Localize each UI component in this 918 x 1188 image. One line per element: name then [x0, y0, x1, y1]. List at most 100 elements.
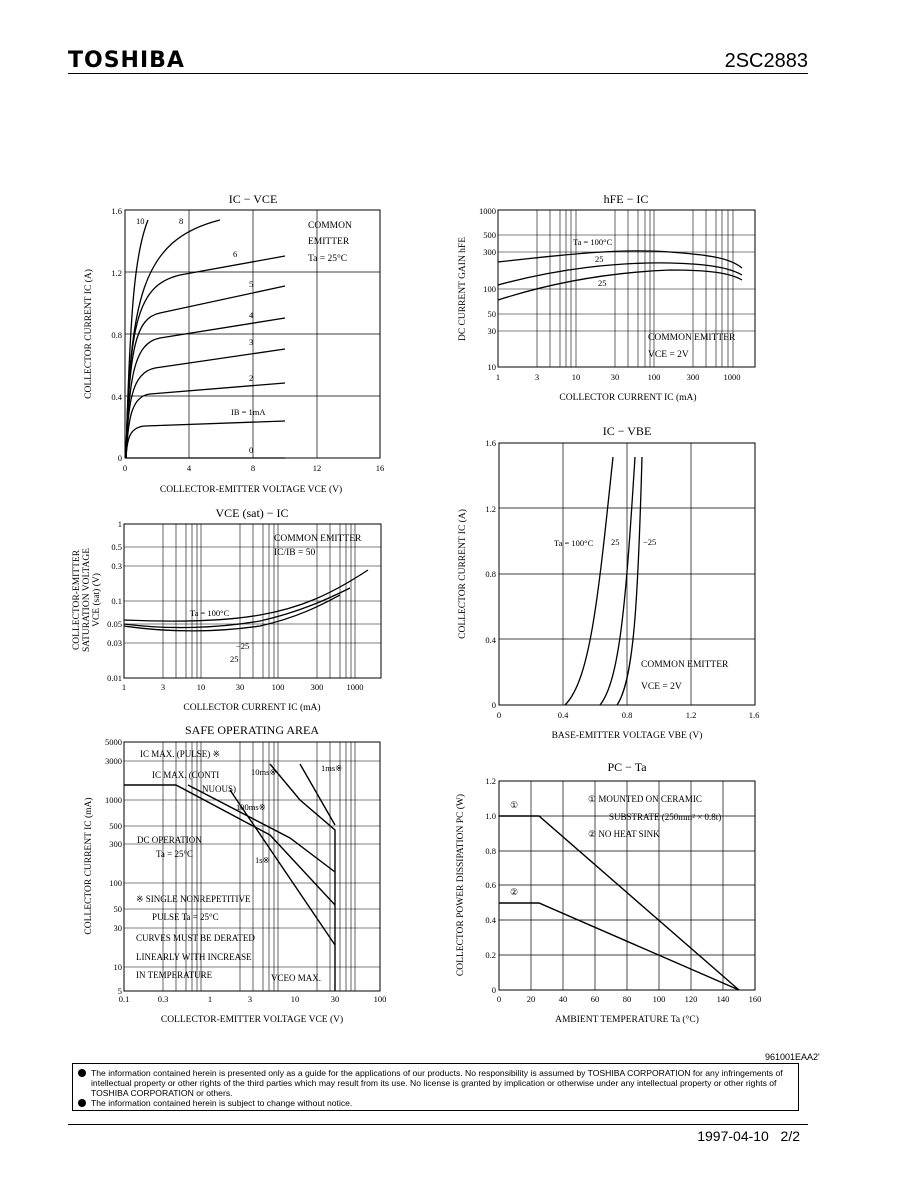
soa-label-dc: Ta = 25°C — [156, 849, 193, 859]
ic-vbe-ylabel: COLLECTOR CURRENT IC (A) — [457, 509, 468, 639]
soa-xtick: 30 — [331, 994, 340, 1004]
soa-ylabel: COLLECTOR CURRENT IC (mA) — [83, 797, 94, 934]
vcesat-ic-curve-label: Ta = 100°C — [190, 608, 230, 618]
hfe-ic-xtick: 1 — [496, 372, 500, 382]
pc-ta-xtick: 120 — [685, 994, 698, 1004]
soa-xtick: 10 — [291, 994, 300, 1004]
ic-vbe-ytick: 0.4 — [485, 635, 496, 645]
document-code: 961001EAA2' — [765, 1052, 820, 1062]
soa-xtick: 3 — [248, 994, 252, 1004]
soa-ytick: 100 — [109, 878, 122, 888]
ic-vce-curve-label: 8 — [179, 216, 183, 226]
ic-vce-curve-label: 5 — [249, 279, 253, 289]
vcesat-ic-xtick: 3 — [161, 682, 165, 692]
ic-vce-xtick: 12 — [313, 463, 322, 473]
soa-label-1s: 1s※ — [255, 855, 270, 865]
ic-vce-xtick: 0 — [123, 463, 127, 473]
soa-title: SAFE OPERATING AREA — [185, 723, 319, 737]
vcesat-ic-ytick: 0.1 — [111, 596, 122, 606]
ic-vbe-xlabel: BASE-EMITTER VOLTAGE VBE (V) — [552, 730, 703, 741]
footer-rule — [68, 1124, 808, 1125]
pc-ta-ytick: 0.4 — [485, 915, 496, 925]
soa-note: LINEARLY WITH INCREASE — [136, 952, 252, 962]
vcesat-ic-ytick: 0.5 — [111, 542, 122, 552]
vcesat-ic-ytick: 0.05 — [107, 619, 122, 629]
ic-vce-xtick: 8 — [251, 463, 255, 473]
ic-vce-ylabel: COLLECTOR CURRENT IC (A) — [83, 269, 94, 399]
pc-ta-legend: ② NO HEAT SINK — [588, 829, 660, 839]
vcesat-ic-xtick: 1 — [122, 682, 126, 692]
vcesat-ic-ytick: 1 — [118, 519, 122, 529]
soa-label-10ms: 10ms※ — [251, 767, 277, 777]
pc-ta-xtick: 140 — [717, 994, 730, 1004]
hfe-ic-xtick: 1000 — [724, 372, 741, 382]
brand-logo: TOSHIBA — [68, 48, 185, 73]
ic-vce-curve-label: 3 — [249, 337, 253, 347]
hfe-ic-title: hFE − IC — [604, 192, 649, 206]
hfe-ic-xtick: 300 — [687, 372, 700, 382]
vcesat-ic-curve-label: −25 — [236, 641, 249, 651]
soa-ytick: 10 — [114, 962, 123, 972]
soa-note: CURVES MUST BE DERATED — [136, 933, 255, 943]
pc-ta-title: PC − Ta — [607, 760, 647, 774]
ic-vbe-xtick: 1.6 — [749, 710, 760, 720]
pc-ta-ytick: 0.6 — [485, 880, 496, 890]
ic-vbe-ytick: 0.8 — [485, 569, 496, 579]
pc-ta-ytick: 0.8 — [485, 846, 496, 856]
soa-ytick: 30 — [114, 923, 123, 933]
ic-vce-ytick: 0.8 — [111, 330, 122, 340]
soa-ytick: 500 — [109, 821, 122, 831]
soa-chart — [123, 741, 381, 992]
ic-vce-curve-label: 4 — [249, 310, 254, 320]
ic-vce-note-1: COMMON — [308, 221, 352, 231]
vcesat-ic-ylabel: VCE (sat) (V) — [91, 573, 102, 627]
soa-label-ic-cont: NUOUS) — [202, 784, 236, 794]
ic-vce-curve-label: 6 — [233, 249, 237, 259]
bullet-icon — [78, 1099, 86, 1107]
pc-ta-xlabel: AMBIENT TEMPERATURE Ta (°C) — [555, 1014, 699, 1025]
soa-ytick: 5 — [118, 986, 122, 996]
hfe-ic-ytick: 100 — [483, 284, 496, 294]
hfe-ic-ytick: 300 — [483, 247, 496, 257]
pc-ta-legend: SUBSTRATE (250mm² × 0.8t) — [609, 812, 721, 822]
vcesat-ic-xtick: 300 — [311, 682, 324, 692]
soa-label-ic-cont: IC MAX. (CONTI — [152, 770, 219, 780]
pc-ta-chart — [498, 780, 756, 991]
ic-vce-title: IC − VCE — [229, 192, 278, 206]
soa-ytick: 3000 — [105, 756, 122, 766]
ic-vce-curve-label: 2 — [249, 373, 253, 383]
pc-ta-ylabel: COLLECTOR POWER DISSIPATION PC (W) — [455, 794, 466, 976]
ic-vbe-xtick: 0 — [497, 710, 501, 720]
hfe-ic-xtick: 30 — [611, 372, 620, 382]
vcesat-ic-ytick: 0.3 — [111, 561, 122, 571]
hfe-ic-xtick: 3 — [535, 372, 539, 382]
hfe-ic-ytick: 10 — [488, 362, 497, 372]
soa-label-ic-pulse: IC MAX. (PULSE) ※ — [140, 749, 220, 759]
pc-ta-ytick: 0.2 — [485, 950, 496, 960]
disclaimer-item: The information contained herein is subj… — [77, 1098, 794, 1108]
disclaimer-item: The information contained herein is pres… — [77, 1068, 794, 1098]
soa-ytick: 300 — [109, 839, 122, 849]
footer-date: 1997-04-10 — [697, 1128, 769, 1144]
vcesat-ic-note-1: COMMON EMITTER — [274, 534, 362, 544]
ic-vbe-note-1: COMMON EMITTER — [641, 660, 729, 670]
pc-ta-xtick: 60 — [591, 994, 600, 1004]
pc-ta-xtick: 40 — [559, 994, 568, 1004]
disclaimer-box: The information contained herein is pres… — [72, 1063, 799, 1111]
disclaimer-text: The information contained herein is pres… — [91, 1068, 783, 1098]
pc-ta-ytick: 1.2 — [485, 776, 496, 786]
soa-label-1ms: 1ms※ — [321, 763, 342, 773]
ic-vce-note-3: Ta = 25°C — [308, 253, 347, 264]
pc-ta-curve-mark: ① — [510, 800, 518, 810]
vcesat-ic-ylabel: SATURATION VOLTAGE — [82, 548, 92, 652]
hfe-ic-xtick: 10 — [572, 372, 581, 382]
soa-xtick: 100 — [374, 994, 387, 1004]
soa-ytick: 5000 — [105, 737, 122, 747]
hfe-ic-xlabel: COLLECTOR CURRENT IC (mA) — [559, 392, 696, 403]
vcesat-ic-xlabel: COLLECTOR CURRENT IC (mA) — [183, 702, 320, 713]
ic-vbe-note-2: VCE = 2V — [641, 682, 682, 692]
ic-vbe-ytick: 1.2 — [485, 504, 496, 514]
pc-ta-curve-mark: ② — [510, 887, 518, 897]
vcesat-ic-ylabel: COLLECTOR-EMITTER — [72, 549, 82, 650]
hfe-ic-note-2: VCE = 2V — [648, 350, 689, 360]
